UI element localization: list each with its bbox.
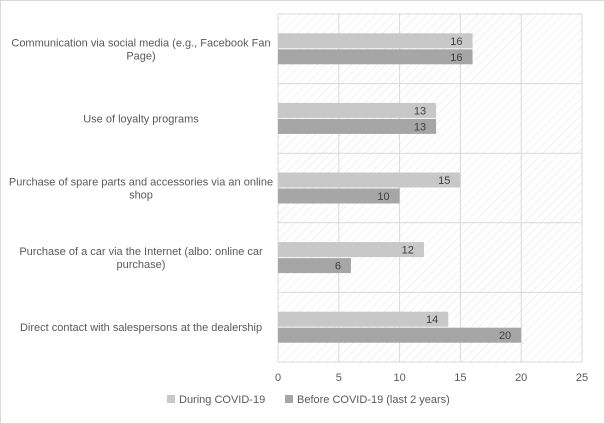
bar-during-covid bbox=[278, 311, 449, 327]
data-label: 16 bbox=[450, 52, 462, 64]
x-tick-label: 10 bbox=[393, 372, 405, 384]
data-label: 16 bbox=[450, 36, 462, 48]
bar-during-covid bbox=[278, 33, 473, 49]
bar-during-covid bbox=[278, 172, 461, 188]
bar-before-covid bbox=[278, 49, 473, 65]
category-label: Use of loyalty programs bbox=[83, 113, 199, 125]
x-tick-label: 25 bbox=[576, 372, 588, 384]
data-label: 15 bbox=[438, 175, 450, 187]
data-label: 12 bbox=[402, 245, 414, 257]
data-label: 10 bbox=[377, 191, 389, 203]
x-tick-label: 0 bbox=[275, 372, 281, 384]
data-label: 20 bbox=[499, 330, 511, 342]
legend-swatch bbox=[167, 395, 175, 403]
data-label: 14 bbox=[426, 314, 438, 326]
category-labels: Communication via social media (e.g., Fa… bbox=[9, 37, 273, 334]
x-tick-label: 20 bbox=[515, 372, 527, 384]
legend-swatch bbox=[285, 395, 293, 403]
bar-before-covid bbox=[278, 258, 351, 274]
category-label: Direct contact with salespersons at the … bbox=[20, 322, 262, 334]
category-label: Page) bbox=[126, 50, 155, 62]
legend-label: During COVID-19 bbox=[179, 394, 265, 406]
category-label: Purchase of spare parts and accessories … bbox=[9, 177, 273, 189]
plot-background bbox=[278, 14, 582, 362]
gridlines bbox=[277, 13, 583, 363]
data-label: 6 bbox=[335, 261, 341, 273]
bar-during-covid bbox=[278, 102, 437, 118]
bar-before-covid bbox=[278, 327, 522, 343]
category-label: purchase) bbox=[117, 259, 166, 271]
bars: 16 16 13 13 15 10 12 6 14 20 bbox=[278, 33, 522, 343]
category-label: Purchase of a car via the Internet (albo… bbox=[19, 246, 263, 258]
x-tick-label: 15 bbox=[454, 372, 466, 384]
plot-area bbox=[278, 14, 582, 362]
bar-before-covid bbox=[278, 188, 400, 204]
category-label: Communication via social media (e.g., Fa… bbox=[11, 37, 270, 49]
category-label: shop bbox=[129, 190, 153, 202]
legend: During COVID-19 Before COVID-19 (last 2 y… bbox=[167, 394, 450, 406]
legend-label: Before COVID-19 (last 2 years) bbox=[297, 394, 450, 406]
bar-during-covid bbox=[278, 242, 424, 258]
bar-before-covid bbox=[278, 118, 437, 134]
x-axis-ticks: 0 5 10 15 20 25 bbox=[275, 372, 588, 384]
data-label: 13 bbox=[414, 121, 426, 133]
data-label: 13 bbox=[414, 105, 426, 117]
x-tick-label: 5 bbox=[336, 372, 342, 384]
